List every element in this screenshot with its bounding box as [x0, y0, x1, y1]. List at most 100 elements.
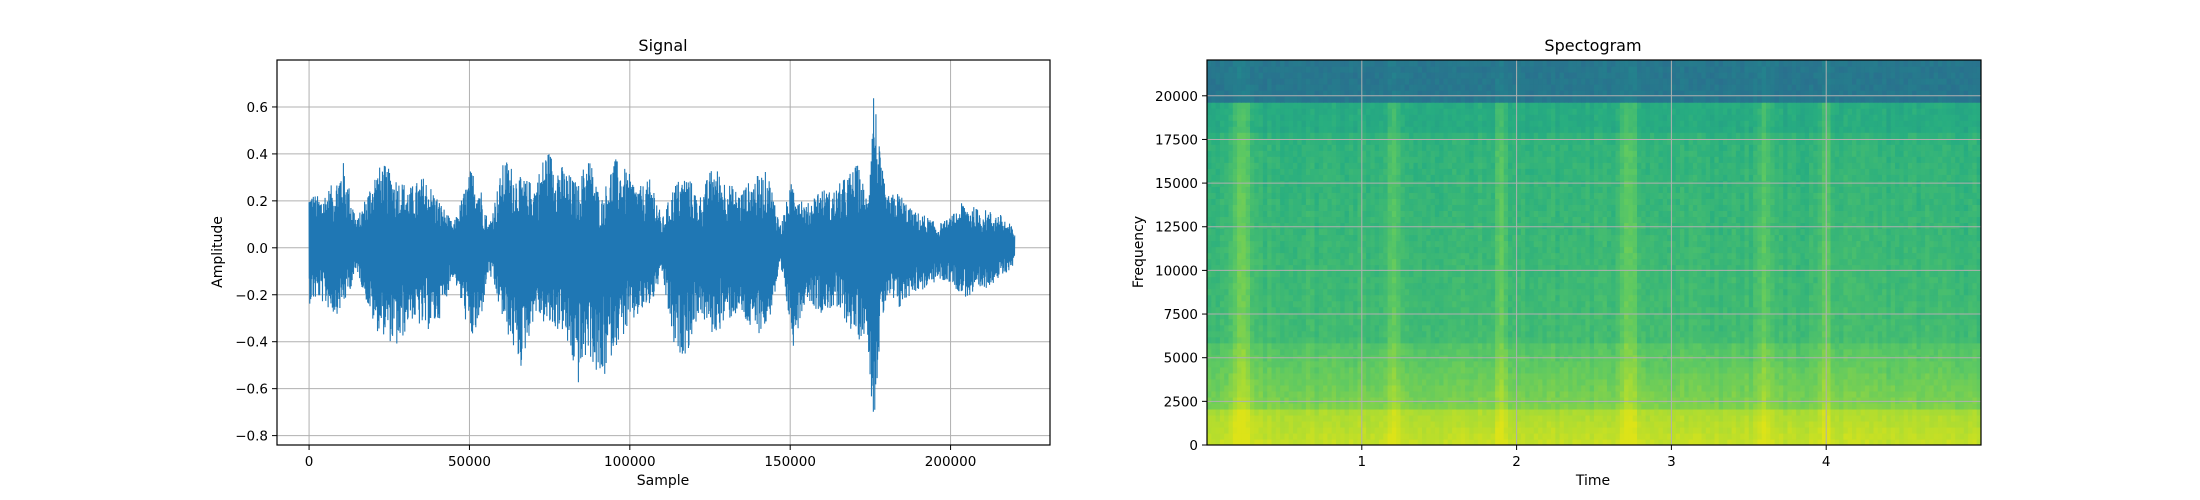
spectrogram-cell — [1938, 414, 1943, 422]
spectrogram-cell — [1899, 282, 1905, 290]
spectrogram-cell — [1852, 402, 1857, 410]
spectrogram-cell — [1228, 432, 1234, 440]
signal-y-tick-label: 0.2 — [247, 194, 268, 210]
spectrogram-cell — [1542, 402, 1548, 410]
spectrogram-cell — [1675, 372, 1681, 380]
spectrogram-cell — [1581, 330, 1586, 338]
spectrogram-cell — [1477, 408, 1483, 416]
spectrogram-cell — [1546, 312, 1552, 320]
spectrogram-cell — [1830, 300, 1836, 308]
spectrogram-cell — [1237, 348, 1242, 356]
spectrogram-cell — [1701, 288, 1707, 296]
spectrogram-cell — [1576, 342, 1582, 350]
spectrogram-cell — [1886, 294, 1892, 302]
spectrogram-cell — [1766, 348, 1771, 356]
spectrogram-cell — [1697, 360, 1703, 368]
spectrogram-cell — [1542, 396, 1548, 404]
spectrogram-cell — [1938, 330, 1943, 338]
spectrogram-cell — [1477, 300, 1483, 308]
spectrogram-cell — [1422, 324, 1427, 332]
spectrogram-cell — [1809, 426, 1814, 434]
spectrogram-cell — [1628, 378, 1634, 386]
spectrogram-cell — [1297, 324, 1303, 332]
spectrogram-cell — [1413, 324, 1419, 332]
spectrogram-cell — [1387, 402, 1393, 410]
spectrogram-cell — [1619, 300, 1625, 308]
spectrogram-cell — [1211, 288, 1217, 296]
spectrogram-cell — [1972, 360, 1978, 368]
spectrogram-cell — [1860, 342, 1866, 350]
spectrogram-cell — [1744, 312, 1750, 320]
spectrogram-cell — [1232, 366, 1238, 374]
spectrogram-cell — [1628, 288, 1634, 296]
spectrogram-cell — [1555, 396, 1561, 404]
spectrogram-cell — [1555, 414, 1561, 422]
spectrogram-cell — [1817, 432, 1823, 440]
spectrogram-cell — [1486, 300, 1492, 308]
spectrogram-cell — [1869, 366, 1875, 374]
spectrogram-cell — [1817, 330, 1823, 338]
spectrogram-cell — [1873, 318, 1879, 326]
spectrogram-cell — [1645, 426, 1651, 434]
spectrogram-cell — [1847, 402, 1853, 410]
spectrogram-cell — [1439, 432, 1445, 440]
spectrogram-cell — [1241, 390, 1247, 398]
spectrogram-cell — [1232, 420, 1238, 428]
spectrogram-cell — [1293, 330, 1298, 338]
spectrogram-cell — [1452, 324, 1457, 332]
spectrogram-cell — [1520, 432, 1526, 440]
spectrogram-cell — [1430, 312, 1436, 320]
spectrogram-cell — [1499, 306, 1505, 314]
spectrogram-cell — [1340, 324, 1346, 332]
spectrogram-cell — [1826, 294, 1832, 302]
spectrogram-cell — [1826, 408, 1832, 416]
spectrogram-cell — [1903, 282, 1909, 290]
spectrogram-cell — [1439, 312, 1445, 320]
spectrogram-cell — [1404, 414, 1410, 422]
spectrogram-cell — [1791, 294, 1797, 302]
spectrogram-cell — [1254, 300, 1260, 308]
spectrogram-cell — [1254, 342, 1260, 350]
spectrogram-cell — [1546, 300, 1552, 308]
spectrogram-cell — [1817, 294, 1823, 302]
spectrogram-cell — [1391, 438, 1397, 445]
spectrogram-cell — [1486, 408, 1492, 416]
spectrogram-cell — [1895, 414, 1900, 422]
spectrogram-cell — [1968, 408, 1973, 416]
spectrogram-cell — [1761, 330, 1767, 338]
spectrogram-cell — [1404, 390, 1410, 398]
spectrogram-cell — [1839, 306, 1844, 314]
spectrogram-cell — [1589, 282, 1595, 290]
spectrogram-cell — [1271, 318, 1277, 326]
spectrogram-cell — [1834, 300, 1840, 308]
spectrogram-cell — [1499, 366, 1505, 374]
spectrogram-cell — [1465, 336, 1470, 344]
spectrogram-cell — [1929, 372, 1935, 380]
spectrogram-cell — [1288, 402, 1294, 410]
spectrogram-cell — [1396, 306, 1402, 314]
spectrogram-cell — [1533, 426, 1539, 434]
spectrogram-cell — [1318, 342, 1324, 350]
spectrogram-cell — [1280, 318, 1285, 326]
spectrogram-cell — [1688, 312, 1694, 320]
spectrogram-cell — [1731, 432, 1737, 440]
spectrogram-cell — [1314, 414, 1320, 422]
spectrogram-cell — [1237, 378, 1242, 386]
spectrogram-cell — [1353, 438, 1359, 445]
spectrogram-cell — [1430, 432, 1436, 440]
spectrogram-cell — [1723, 438, 1728, 445]
spectrogram-cell — [1723, 414, 1728, 422]
spectrogram-cell — [1387, 318, 1393, 326]
spectrogram-cell — [1305, 372, 1311, 380]
spectrogram-cell — [1787, 426, 1793, 434]
spectrogram-cell — [1495, 330, 1500, 338]
spectrogram-cell — [1916, 318, 1922, 326]
spectrogram-cell — [1516, 324, 1522, 332]
spectrogram-cell — [1469, 330, 1475, 338]
spectrogram-cell — [1809, 318, 1814, 326]
spectrogram-cell — [1903, 426, 1909, 434]
spectrogram-cell — [1409, 420, 1414, 428]
spectrogram-cell — [1598, 300, 1604, 308]
spectrogram-cell — [1637, 300, 1642, 308]
